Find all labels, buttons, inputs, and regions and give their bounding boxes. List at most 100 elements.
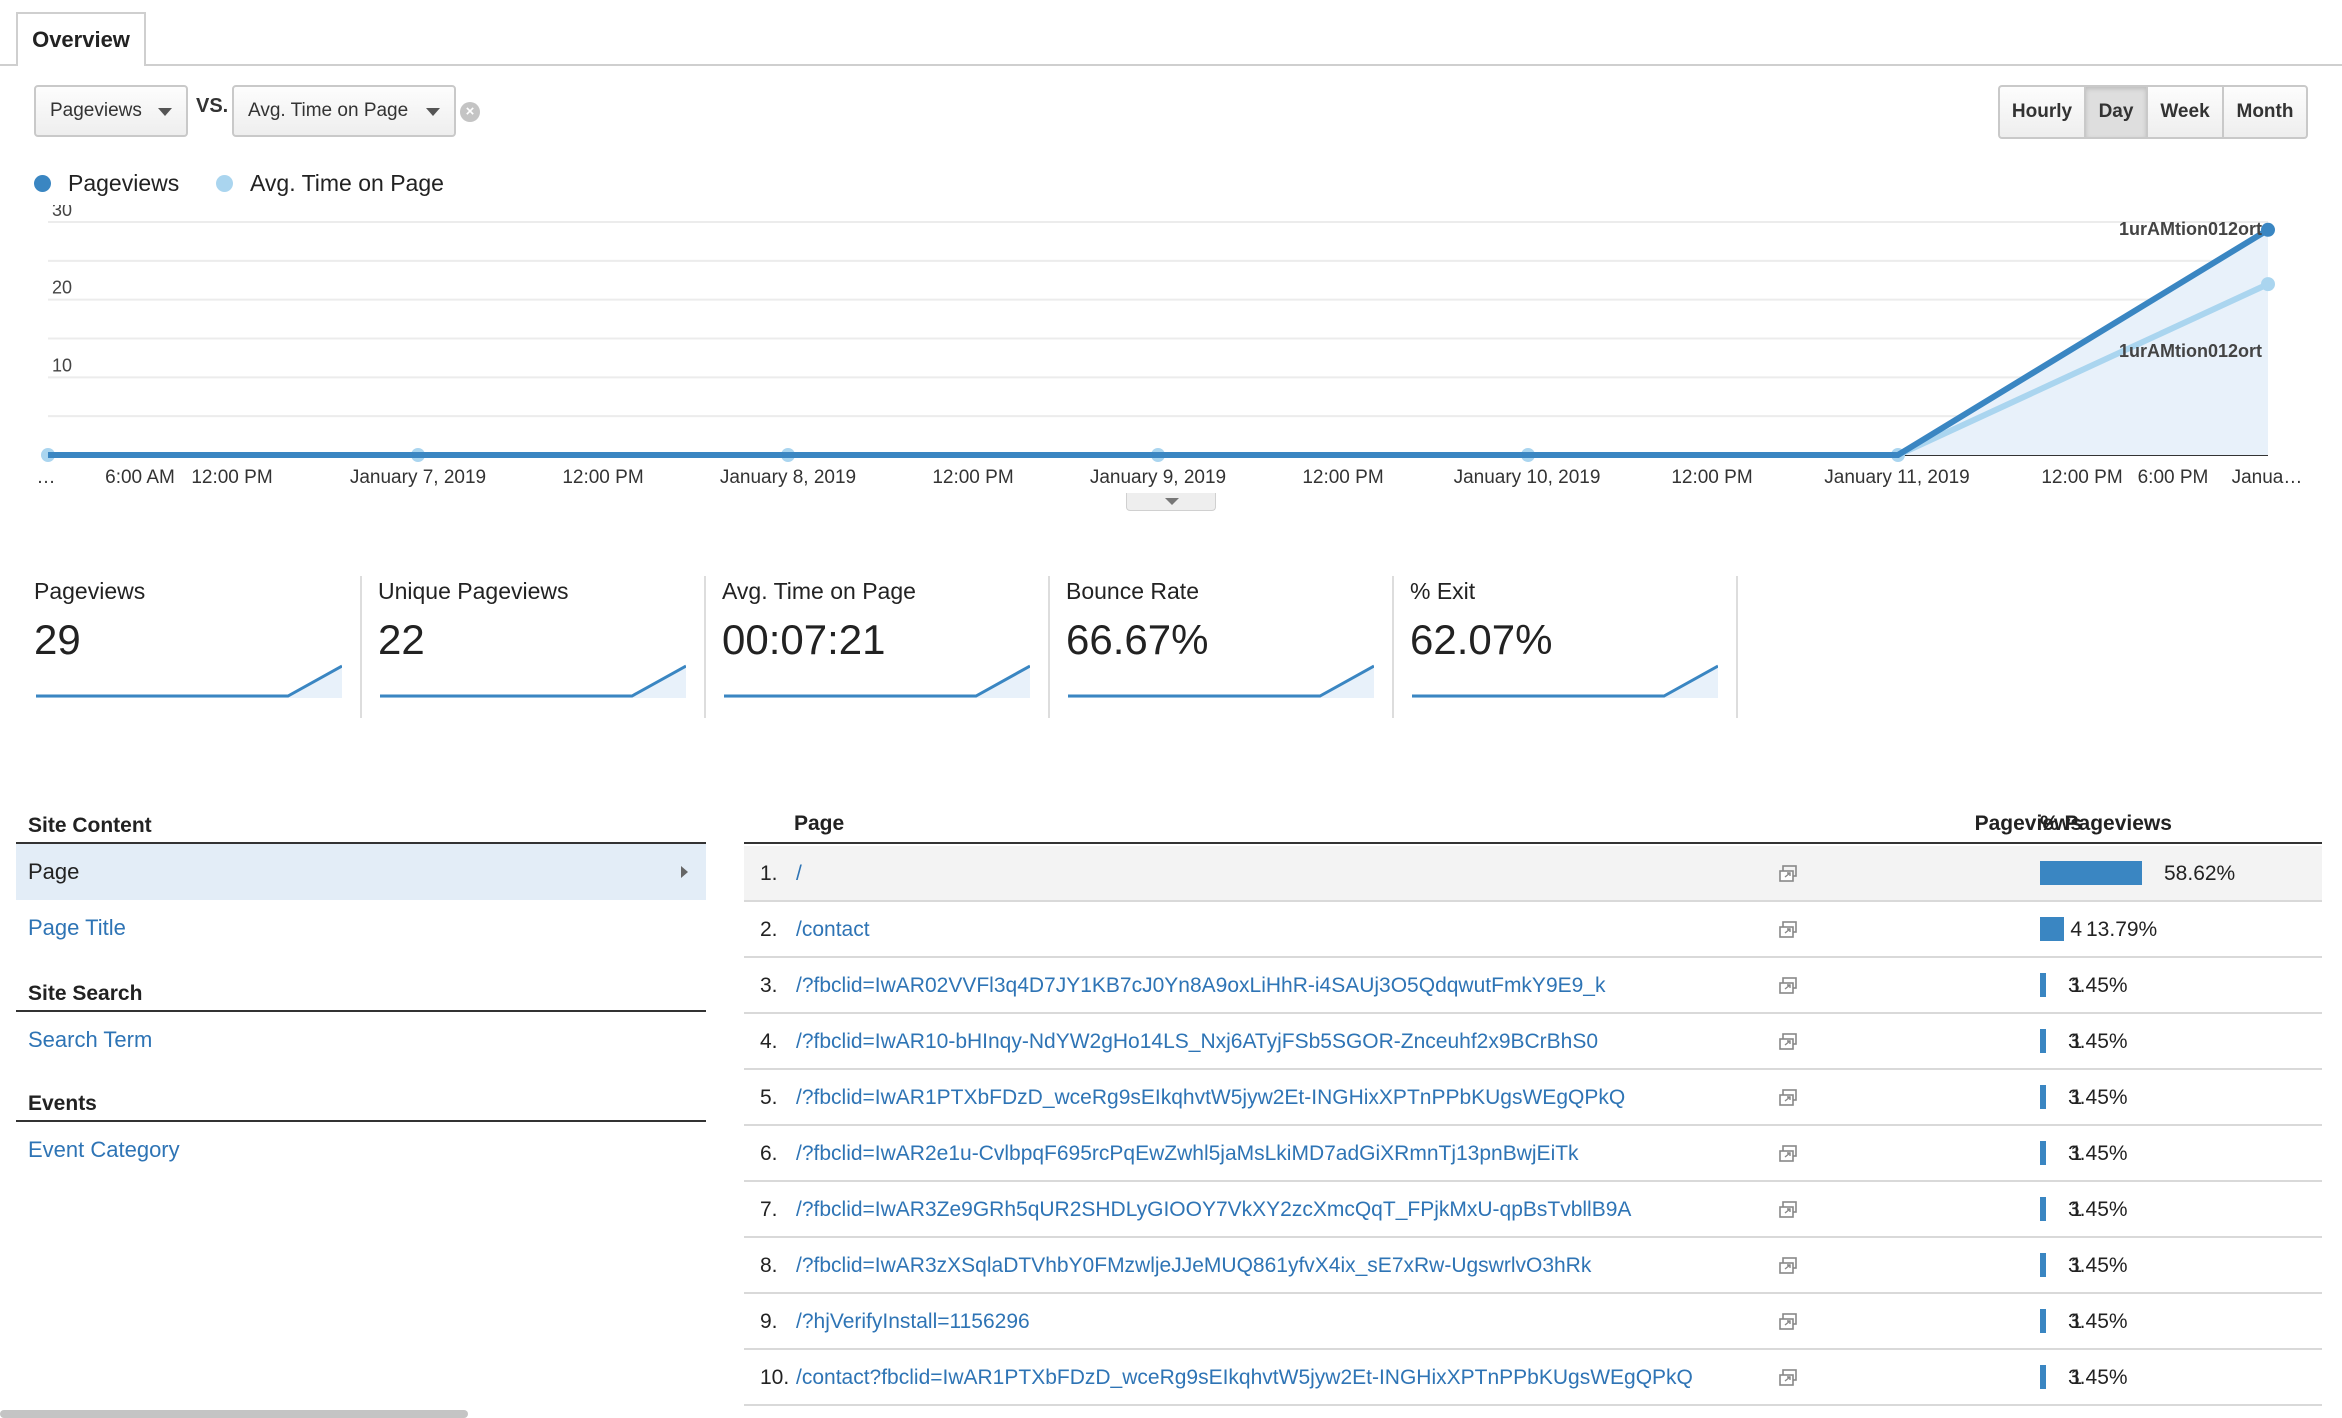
table-row: 9. /?hjVerifyInstall=1156296 1 3.45% xyxy=(744,1294,2322,1350)
scorecard[interactable]: Bounce Rate 66.67% xyxy=(1066,576,1410,720)
data-annotation: 1urAMtion012ort xyxy=(2119,341,2262,361)
site-search-heading: Site Search xyxy=(16,968,706,1012)
column-header-pageviews[interactable]: Pageviews xyxy=(1974,812,2082,835)
open-link-icon[interactable] xyxy=(1778,1144,1798,1164)
table-row: 2. /contact 4 13.79% xyxy=(744,902,2322,958)
y-tick-label: 20 xyxy=(52,278,72,298)
open-link-icon[interactable] xyxy=(1778,1368,1798,1388)
month-button[interactable]: Month xyxy=(2222,85,2308,139)
remove-compare-metric-icon[interactable]: × xyxy=(460,102,480,122)
nav-item-page-title[interactable]: Page Title xyxy=(28,915,126,940)
open-link-icon[interactable] xyxy=(1778,1256,1798,1276)
row-index: 9. xyxy=(760,1310,778,1333)
open-link-icon[interactable] xyxy=(1778,920,1798,940)
scorecard-value: 66.67% xyxy=(1066,616,1209,663)
scorecard-sparkline xyxy=(1412,664,1718,698)
page-link[interactable]: /?fbclid=IwAR02VVFl3q4D7JY1KB7cJ0Yn8A9ox… xyxy=(796,974,1606,997)
table-row: 4. /?fbclid=IwAR10-bHInqy-NdYW2gHo14LS_Nx… xyxy=(744,1014,2322,1070)
table-row: 5. /?fbclid=IwAR1PTXbFDzD_wceRg9sEIkqhvtW… xyxy=(744,1070,2322,1126)
time-granularity-group: Hourly Day Week Month xyxy=(1998,85,2308,139)
table-header: Page Pageviews % Pageviews xyxy=(744,800,2322,844)
x-tick-label: 12:00 PM xyxy=(1671,467,1752,488)
vs-label: VS. xyxy=(196,95,229,117)
percent-bar xyxy=(2040,917,2064,941)
percent-bar xyxy=(2040,1141,2046,1165)
scorecard-label: Bounce Rate xyxy=(1066,578,1199,604)
percent-value: 3.45% xyxy=(2068,1366,2128,1389)
page-link[interactable]: /?fbclid=IwAR10-bHInqy-NdYW2gHo14LS_Nxj6… xyxy=(796,1030,1599,1053)
page-link[interactable]: /?hjVerifyInstall=1156296 xyxy=(796,1310,1030,1333)
x-tick-label: 12:00 PM xyxy=(2041,467,2122,488)
scorecard-label: Avg. Time on Page xyxy=(722,578,916,604)
percent-bar xyxy=(2040,973,2046,997)
x-tick-label: January 9, 2019 xyxy=(1090,467,1226,488)
legend-dot-icon xyxy=(216,175,233,192)
y-tick-label: 30 xyxy=(52,205,72,220)
x-tick-label: 12:00 PM xyxy=(191,467,272,488)
row-index: 8. xyxy=(760,1254,778,1277)
tab-overview[interactable]: Overview xyxy=(16,12,146,66)
scorecard[interactable]: Avg. Time on Page 00:07:21 xyxy=(722,576,1066,720)
compare-metric-select[interactable]: Avg. Time on Page xyxy=(232,85,456,137)
x-tick-label: … xyxy=(37,467,56,488)
open-link-icon[interactable] xyxy=(1778,864,1798,884)
page-link[interactable]: /contact?fbclid=IwAR1PTXbFDzD_wceRg9sEIk… xyxy=(796,1366,1693,1389)
open-link-icon[interactable] xyxy=(1778,1088,1798,1108)
data-point xyxy=(2261,277,2275,292)
annotation-layer: 1urAMtion012ort 1urAMtion012ort xyxy=(2119,219,2262,361)
percent-value: 3.45% xyxy=(2068,1310,2128,1333)
x-tick-label: January 11, 2019 xyxy=(1824,467,1969,488)
page-link[interactable]: /?fbclid=IwAR1PTXbFDzD_wceRg9sEIkqhvtW5j… xyxy=(796,1086,1626,1109)
page-link[interactable]: /contact xyxy=(796,918,870,941)
page-link[interactable]: /?fbclid=IwAR3zXSqlaDTVhbY0FMzwljeJJeMUQ… xyxy=(796,1254,1592,1277)
scorecard[interactable]: % Exit 62.07% xyxy=(1410,576,1754,720)
percent-value: 3.45% xyxy=(2068,1030,2128,1053)
table-row: 3. /?fbclid=IwAR02VVFl3q4D7JY1KB7cJ0Yn8A9… xyxy=(744,958,2322,1014)
pageviews-value: 1 xyxy=(2070,1142,2082,1165)
open-link-icon[interactable] xyxy=(1778,1200,1798,1220)
open-link-icon[interactable] xyxy=(1778,1312,1798,1332)
row-index: 7. xyxy=(760,1198,778,1221)
x-tick-label: 6:00 AM xyxy=(105,467,175,488)
x-tick-label: 12:00 PM xyxy=(932,467,1013,488)
legend-label: Avg. Time on Page xyxy=(250,170,444,196)
row-index: 2. xyxy=(760,918,778,941)
table-row: 6. /?fbclid=IwAR2e1u-CvlbpqF695rcPqEwZwhl… xyxy=(744,1126,2322,1182)
x-tick-label: January 8, 2019 xyxy=(720,467,856,488)
scorecard-label: Pageviews xyxy=(34,578,146,604)
hourly-button[interactable]: Hourly xyxy=(1998,85,2084,139)
percent-bar xyxy=(2040,1197,2046,1221)
percent-bar xyxy=(2040,1309,2046,1333)
page-link[interactable]: / xyxy=(796,862,802,885)
percent-bar xyxy=(2040,861,2142,885)
scorecard-value: 00:07:21 xyxy=(722,616,886,663)
scorecard-sparkline xyxy=(380,664,686,698)
table-row: 10. /contact?fbclid=IwAR1PTXbFDzD_wceRg9s… xyxy=(744,1350,2322,1406)
primary-metric-select[interactable]: Pageviews xyxy=(34,85,188,137)
scorecard-divider xyxy=(704,576,706,718)
open-link-icon[interactable] xyxy=(1778,1032,1798,1052)
series-line-pageviews xyxy=(48,227,2270,458)
scorecard[interactable]: Pageviews 29 xyxy=(34,576,378,720)
page-link[interactable]: /?fbclid=IwAR3Ze9GRh5qUR2SHDLyGIOOY7VkXY… xyxy=(796,1198,1632,1221)
horizontal-scrollbar[interactable] xyxy=(0,1410,468,1418)
chart-collapse-toggle[interactable] xyxy=(1126,493,1216,511)
column-header-percent-pageviews[interactable]: % Pageviews xyxy=(2040,812,2172,835)
day-button[interactable]: Day xyxy=(2084,85,2146,139)
scorecard-label: Unique Pageviews xyxy=(378,578,569,604)
nav-item-search-term[interactable]: Search Term xyxy=(28,1027,153,1052)
row-index: 4. xyxy=(760,1030,778,1053)
column-header-page[interactable]: Page xyxy=(794,812,845,835)
percent-value: 3.45% xyxy=(2068,1254,2128,1277)
data-annotation: 1urAMtion012ort xyxy=(2119,219,2262,239)
table-row: 1./1758.62% xyxy=(744,846,2322,902)
week-button[interactable]: Week xyxy=(2146,85,2222,139)
page-link[interactable]: /?fbclid=IwAR2e1u-CvlbpqF695rcPqEwZwhl5j… xyxy=(796,1142,1579,1165)
table-row: 8. /?fbclid=IwAR3zXSqlaDTVhbY0FMzwljeJJeM… xyxy=(744,1238,2322,1294)
nav-item-page[interactable]: Page xyxy=(16,844,706,900)
nav-item-event-category[interactable]: Event Category xyxy=(28,1137,180,1162)
open-link-icon[interactable] xyxy=(1778,976,1798,996)
series-layer xyxy=(41,222,2275,462)
primary-metric-value: Pageviews xyxy=(50,100,142,121)
scorecard[interactable]: Unique Pageviews 22 xyxy=(378,576,722,720)
